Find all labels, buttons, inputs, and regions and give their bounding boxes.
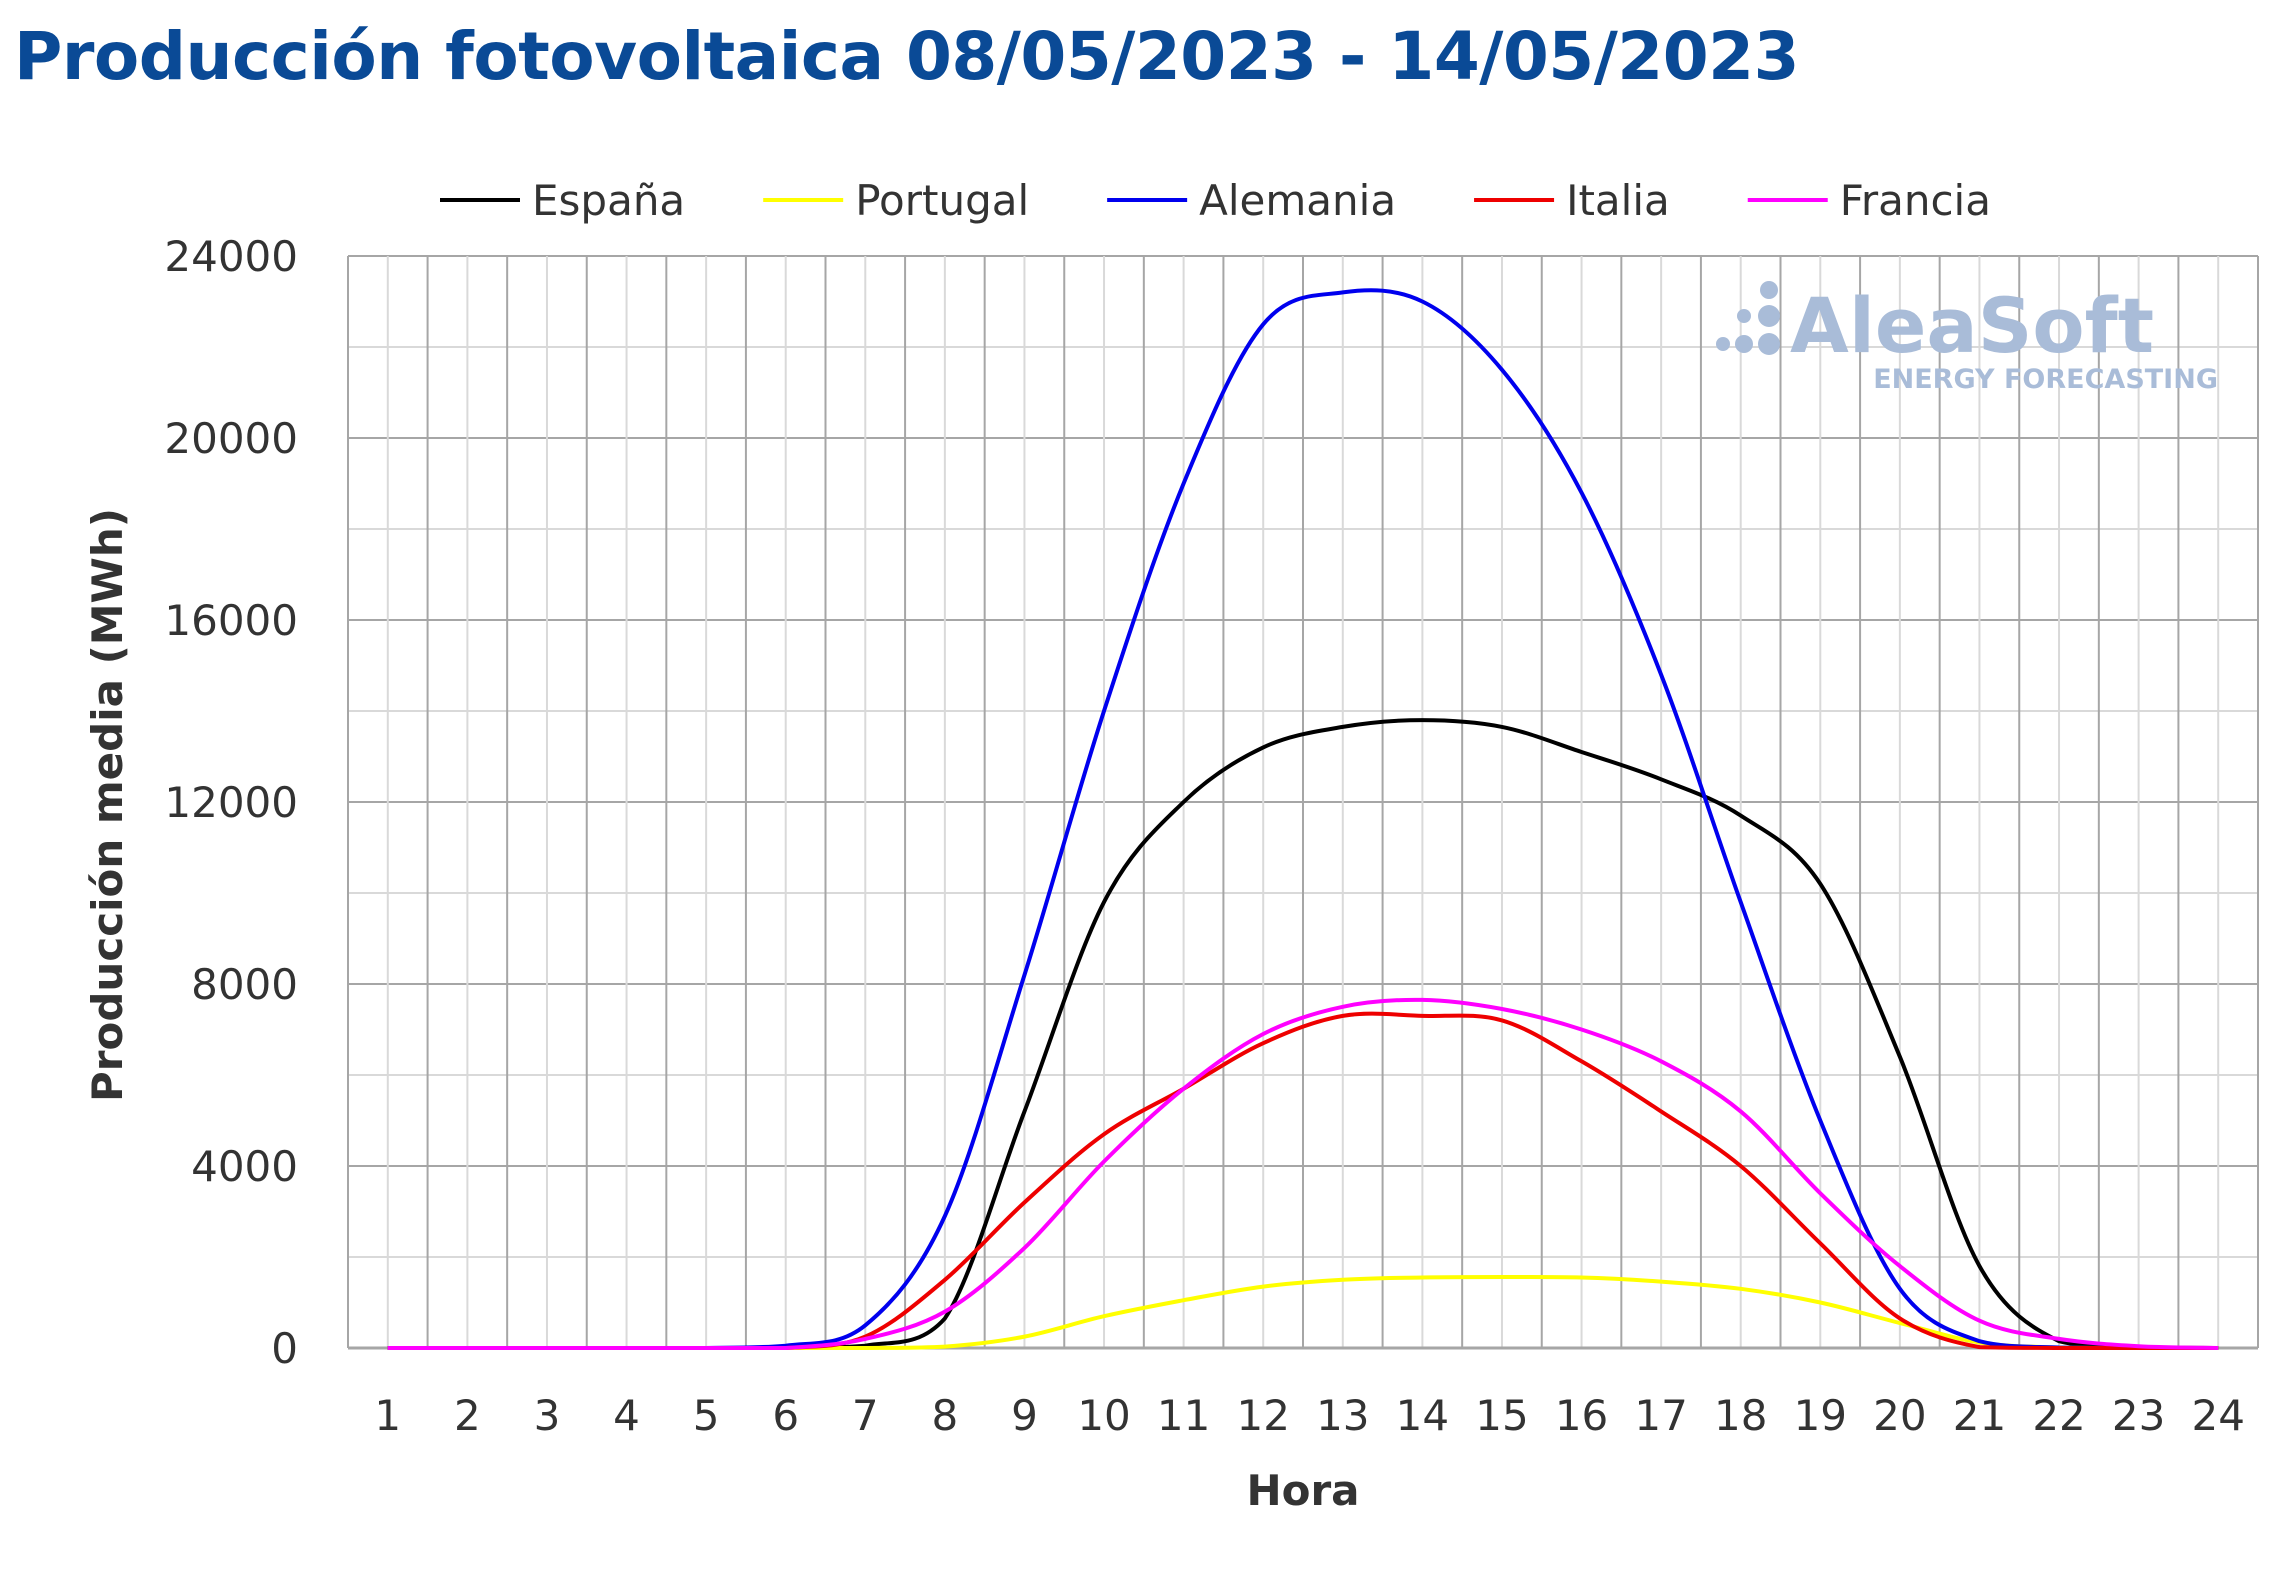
series-lines bbox=[387, 288, 2219, 1351]
y-tick-label: 24000 bbox=[164, 232, 298, 281]
x-tick-label: 6 bbox=[772, 1391, 799, 1440]
x-tick-label: 10 bbox=[1077, 1391, 1130, 1440]
x-tick-label: 13 bbox=[1316, 1391, 1369, 1440]
y-tick-label: 12000 bbox=[164, 778, 298, 827]
legend-label-alemania: Alemania bbox=[1199, 176, 1396, 225]
x-tick-label: 19 bbox=[1794, 1391, 1847, 1440]
grid bbox=[347, 255, 2259, 1348]
x-tick-label: 24 bbox=[2191, 1391, 2244, 1440]
y-axis-title: Producción media (MWh) bbox=[83, 508, 132, 1102]
x-tick-label: 1 bbox=[374, 1391, 401, 1440]
x-tick-label: 11 bbox=[1157, 1391, 1210, 1440]
y-tick-label: 0 bbox=[271, 1324, 298, 1373]
x-tick-label: 23 bbox=[2112, 1391, 2165, 1440]
aleasoft-logo-icon bbox=[1716, 281, 1780, 355]
x-tick-label: 21 bbox=[1953, 1391, 2006, 1440]
y-tick-label: 4000 bbox=[191, 1142, 298, 1191]
x-tick-label: 7 bbox=[852, 1391, 879, 1440]
x-tick-label: 18 bbox=[1714, 1391, 1767, 1440]
legend: España Portugal Alemania Italia Francia bbox=[440, 176, 1991, 225]
y-tick-label: 8000 bbox=[191, 960, 298, 1009]
x-tick-label: 9 bbox=[1011, 1391, 1038, 1440]
legend-label-francia: Francia bbox=[1840, 176, 1991, 225]
y-tick-label: 20000 bbox=[164, 414, 298, 463]
x-tick-label: 22 bbox=[2032, 1391, 2085, 1440]
x-tick-label: 2 bbox=[454, 1391, 481, 1440]
x-tick-label: 17 bbox=[1634, 1391, 1687, 1440]
x-tick-label: 14 bbox=[1396, 1391, 1449, 1440]
watermark-brand: AleaSoft bbox=[1790, 281, 2154, 370]
x-axis-title: Hora bbox=[1246, 1466, 1359, 1515]
legend-label-portugal: Portugal bbox=[855, 176, 1029, 225]
aleasoft-watermark: AleaSoft ENERGY FORECASTING bbox=[1716, 281, 2218, 395]
x-tick-label: 8 bbox=[932, 1391, 959, 1440]
chart-title: Producción fotovoltaica 08/05/2023 - 14/… bbox=[14, 18, 1800, 95]
watermark-tagline: ENERGY FORECASTING bbox=[1873, 364, 2218, 395]
x-tick-label: 5 bbox=[693, 1391, 720, 1440]
x-tick-label: 16 bbox=[1555, 1391, 1608, 1440]
x-tick-label: 4 bbox=[613, 1391, 640, 1440]
x-tick-label: 15 bbox=[1475, 1391, 1528, 1440]
y-tick-label: 16000 bbox=[164, 596, 298, 645]
x-tick-label: 3 bbox=[534, 1391, 561, 1440]
x-tick-label: 20 bbox=[1873, 1391, 1926, 1440]
legend-label-italia: Italia bbox=[1566, 176, 1670, 225]
series-line-francia bbox=[387, 997, 2219, 1351]
legend-label-espana: España bbox=[532, 176, 685, 225]
x-tick-label: 12 bbox=[1236, 1391, 1289, 1440]
